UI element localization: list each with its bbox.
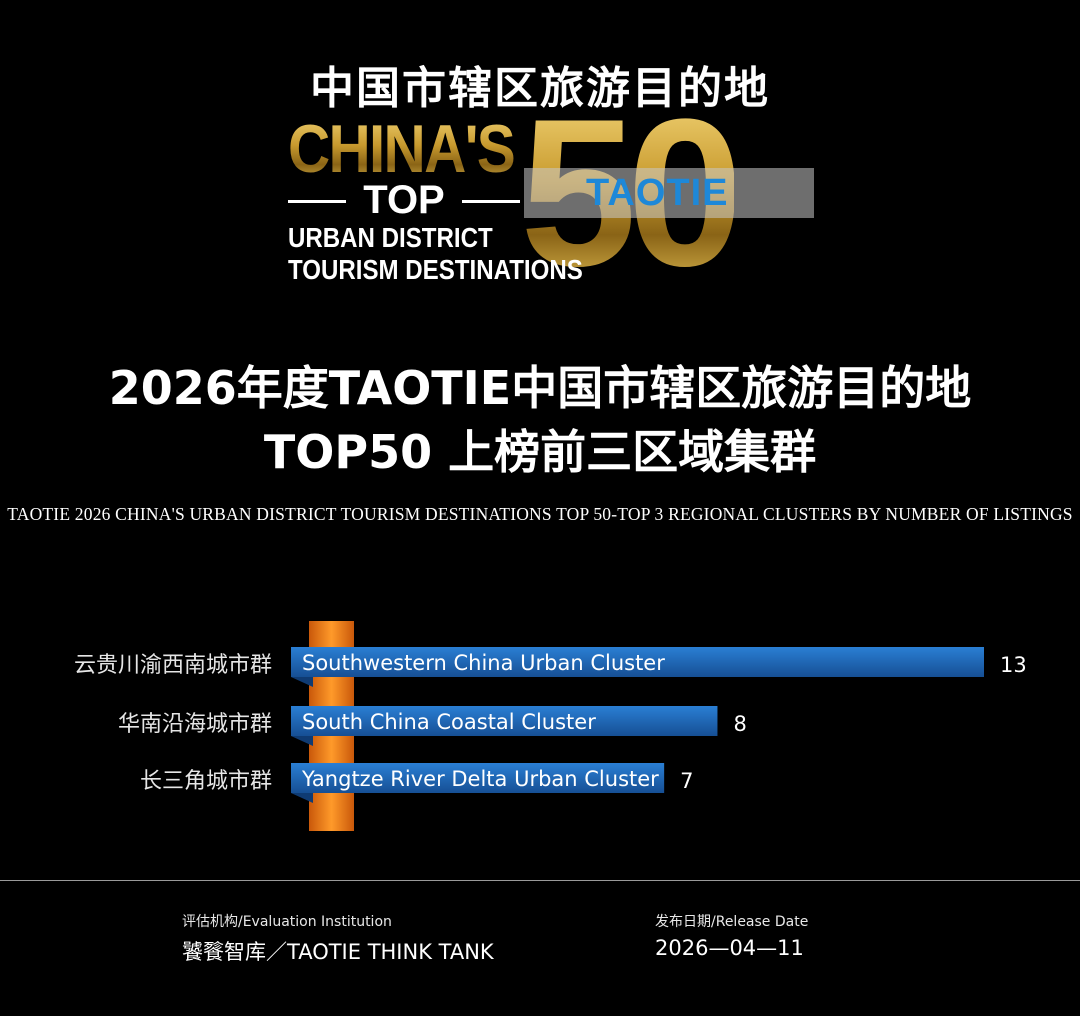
bar — [291, 763, 665, 793]
bar-label: South China Coastal Cluster — [302, 710, 596, 734]
bar-fold — [291, 736, 313, 746]
logo-urban-district-text: URBAN DISTRICT — [288, 222, 493, 253]
release-date-value: 2026—04—11 — [655, 936, 804, 960]
logo-left-rule — [288, 200, 346, 203]
logo-brand-band — [524, 168, 814, 218]
bar — [291, 706, 718, 736]
bar-fold — [291, 793, 313, 803]
bar-label: Southwestern China Urban Cluster — [302, 651, 665, 675]
logo-chinas-text: CHINA'S — [288, 111, 516, 187]
logo-top-row: TOP — [288, 178, 520, 224]
logo-chinese-title: 中国市辖区旅游目的地 — [0, 52, 1080, 116]
value-label: 8 — [733, 712, 746, 736]
category-label: 华南沿海城市群 — [118, 712, 272, 737]
release-date-label: 发布日期/Release Date — [655, 914, 809, 930]
category-label: 长三角城市群 — [140, 769, 272, 794]
category-label: 云贵川渝西南城市群 — [74, 653, 272, 678]
bar — [291, 647, 984, 677]
footer-divider — [0, 880, 1080, 881]
logo-emblem: 50 CHINA'S TOP URBAN DISTRICT TOURISM DE… — [288, 88, 818, 298]
page-title-line-1: 2026年度TAOTIE中国市辖区旅游目的地 — [108, 361, 972, 415]
bar-chart: Southwestern China Urban Cluster 云贵川渝西南城市… — [74, 621, 1027, 831]
institution-label: 评估机构/Evaluation Institution — [182, 914, 392, 930]
logo-tourism-destinations-text: TOURISM DESTINATIONS — [288, 254, 583, 285]
institution-value: 饕餮智库／TAOTIE THINK TANK — [182, 940, 494, 964]
logo-right-rule — [462, 200, 520, 203]
bar-fold — [291, 677, 313, 687]
page-subtitle: TAOTIE 2026 CHINA'S URBAN DISTRICT TOURI… — [7, 504, 1073, 524]
logo-brand-text: TAOTIE — [586, 172, 729, 214]
value-label: 13 — [1000, 653, 1027, 677]
value-label: 7 — [680, 769, 693, 793]
logo-top-text: TOP — [363, 178, 445, 222]
page-title-line-2: TOP50 上榜前三区域集群 — [263, 425, 817, 479]
bar-label: Yangtze River Delta Urban Cluster — [301, 767, 659, 791]
